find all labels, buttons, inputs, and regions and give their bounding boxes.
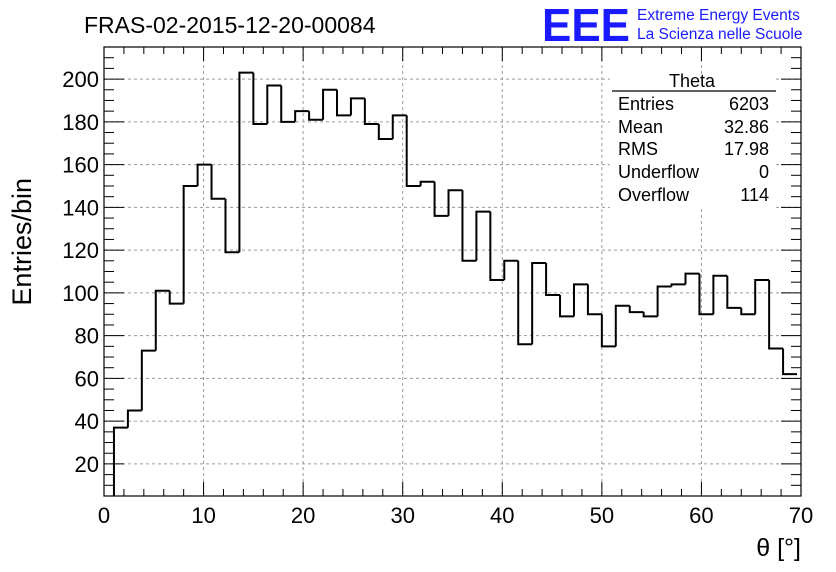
eee-logo: EEE [542,0,630,51]
y-tick-labels: 20 40 60 80 100 120 140 160 180 200 [62,67,99,477]
histogram-bin [126,409,142,428]
histogram-bin [252,72,268,125]
run-title: FRAS-02-2015-12-20-00084 [84,12,376,38]
x-tick-label: 20 [291,503,315,528]
histogram-bin [545,262,561,297]
histogram-bin [112,426,128,496]
histogram-bin [489,211,505,282]
stats-label-mean: Mean [618,117,663,137]
histogram-bin [349,97,365,116]
y-tick-label: 20 [75,452,99,477]
y-tick-label: 80 [75,324,99,349]
histogram-bin [335,89,351,117]
stats-value-entries: 6203 [729,94,769,114]
x-tick-label: 0 [98,503,110,528]
x-tick-label: 70 [789,503,813,528]
histogram-bin [405,115,421,187]
plot-frame [103,46,802,497]
x-tick-labels: 0 10 20 30 40 50 60 70 [98,503,813,528]
histogram-bins [112,71,798,496]
y-axis-ticks [104,46,801,497]
histogram-bin [266,84,282,124]
x-tick-label: 60 [689,503,713,528]
histogram-bin [628,305,644,314]
y-tick-label: 200 [62,67,99,92]
histogram-bin [656,285,672,317]
histogram-bin [600,314,616,348]
histogram-bin [782,348,798,376]
histogram-bin [168,290,184,305]
histogram-bin [238,71,254,253]
histogram-bin [419,180,435,186]
histogram-bin [377,123,393,140]
stats-box: Theta Entries 6203 Mean 32.86 RMS 17.98 … [610,71,776,209]
histogram-bin [224,198,240,254]
histogram-bin [740,307,756,316]
stats-value-rms: 17.98 [724,139,769,159]
histogram-bin [294,110,310,122]
histogram-bin [210,164,226,200]
x-tick-label: 10 [191,503,215,528]
histogram-bin [698,273,714,316]
x-tick-label: 40 [490,503,514,528]
histogram-bin [572,283,588,317]
histogram-bin [461,190,477,262]
histogram-bin [322,88,337,120]
logo-line-2: La Scienza nelle Scuole [637,26,802,43]
stats-label-rms: RMS [618,139,658,159]
histogram-bin [503,259,519,281]
histogram-bin [475,210,491,261]
histogram-bin [726,275,742,309]
histogram-bin [280,85,296,123]
histogram-bin [670,283,686,287]
stats-value-overflow: 114 [740,185,769,205]
y-tick-label: 180 [62,110,99,135]
histogram-bin [433,181,449,217]
stats-label-underflow: Underflow [618,162,700,182]
stats-value-mean: 32.86 [724,117,769,137]
logo-line-1: Extreme Energy Events [637,7,800,24]
stats-label-entries: Entries [618,94,674,114]
stats-box-bg [610,75,776,209]
histogram-bin [684,272,700,285]
histogram-bin [642,312,658,318]
y-tick-label: 100 [62,281,99,306]
histogram-bin [559,295,574,318]
stats-label-overflow: Overflow [618,185,690,205]
stats-title: Theta [669,71,716,91]
histogram-bin [517,260,533,346]
histogram-bin [140,349,156,411]
stats-value-underflow: 0 [759,162,769,182]
histogram-bin [531,261,547,345]
histogram-bin [196,163,212,186]
histogram-bin [308,111,324,121]
y-tick-label: 120 [62,238,99,263]
y-tick-label: 40 [75,409,99,434]
histogram-bin [154,289,170,351]
x-axis-label: θ [°] [756,534,801,562]
x-tick-label: 30 [390,503,414,528]
histogram-bin [586,284,602,316]
histogram-bin [391,114,407,139]
y-tick-label: 60 [75,366,99,391]
histogram-bin [614,304,630,347]
y-axis-label: Entries/bin [7,178,37,306]
y-tick-label: 140 [62,195,99,220]
histogram-bin [447,189,463,216]
histogram-bin [363,98,379,125]
y-tick-label: 160 [62,153,99,178]
x-tick-label: 50 [590,503,614,528]
histogram-bin [182,184,198,304]
histogram-bin [754,279,770,315]
histogram-bin [712,274,728,315]
histogram-bin [768,280,784,350]
